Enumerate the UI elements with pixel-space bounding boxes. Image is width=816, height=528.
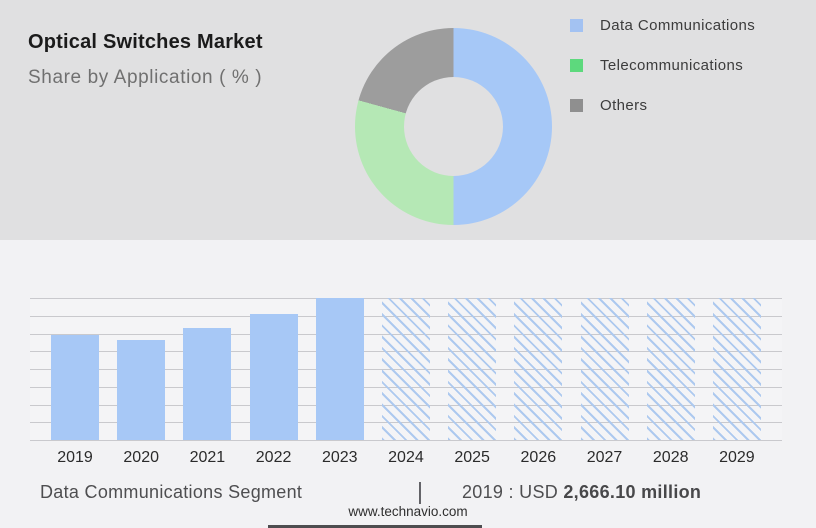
legend-label: Data Communications [600, 16, 756, 34]
legend-label: Telecommunications [600, 56, 744, 74]
donut-hole [404, 77, 503, 176]
x-axis-labels: 2019 2020 2021 2022 2023 2024 2025 2026 2027 2028… [30, 449, 782, 467]
legend-item: Data Communications [570, 16, 756, 34]
footer-value-amount: 2,666.10 million [563, 482, 702, 502]
page-title: Optical Switches Market [28, 31, 263, 53]
bar-series [30, 298, 782, 440]
forecast-bar-2029 [712, 298, 761, 440]
x-axis-label: 2020 [123, 449, 159, 466]
x-axis-label: 2026 [520, 449, 557, 466]
x-axis-label: 2022 [255, 449, 292, 466]
top-summary-band: Optical Switches Market Share by Applica… [0, 0, 816, 240]
x-axis-label: 2023 [321, 449, 358, 466]
page-subtitle: Share by Application ( % ) [28, 67, 263, 88]
forecast-bar-2024 [381, 298, 430, 440]
forecast-bar-2025 [448, 298, 497, 440]
bar-2020 [117, 339, 166, 440]
x-axis-label: 2021 [189, 449, 226, 466]
legend-swatch-icon [570, 58, 583, 72]
footer-value: 2019 : USD 2,666.10 million [462, 482, 701, 503]
legend-item: Others [570, 96, 755, 114]
bottom-dark-strip [268, 525, 482, 528]
legend-item: Telecommunications [570, 56, 755, 74]
x-axis-label: 2029 [719, 449, 755, 466]
legend-label: Others [600, 96, 648, 114]
x-axis-label: 2025 [454, 449, 490, 466]
forecast-bar-2028 [646, 298, 695, 440]
footer-segment-label: Data Communications Segment [40, 482, 303, 502]
x-axis-line [30, 440, 782, 441]
x-axis-label: 2028 [652, 449, 689, 466]
x-axis-label: 2024 [388, 449, 424, 466]
forecast-bar-2026 [514, 298, 563, 440]
legend-swatch-icon [570, 98, 583, 112]
bar-2023 [315, 298, 364, 440]
x-axis-label: 2019 [57, 449, 93, 466]
donut-chart [355, 28, 552, 225]
x-axis-label: 2027 [586, 449, 623, 466]
bar-2022 [249, 314, 298, 440]
bar-chart-plot-area [30, 298, 782, 441]
bar-2021 [183, 327, 232, 440]
legend-swatch-icon [570, 18, 583, 32]
footer-value-prefix: 2019 : USD [462, 482, 564, 502]
footer-separator: | [417, 478, 423, 504]
header: Optical Switches Market Share by Applica… [28, 31, 263, 89]
chart-legend: Data Communications Telecommunications Oth… [570, 16, 756, 138]
bar-2019 [51, 334, 99, 440]
forecast-bar-2027 [580, 298, 629, 440]
website-url: www.technavio.com [348, 504, 468, 519]
